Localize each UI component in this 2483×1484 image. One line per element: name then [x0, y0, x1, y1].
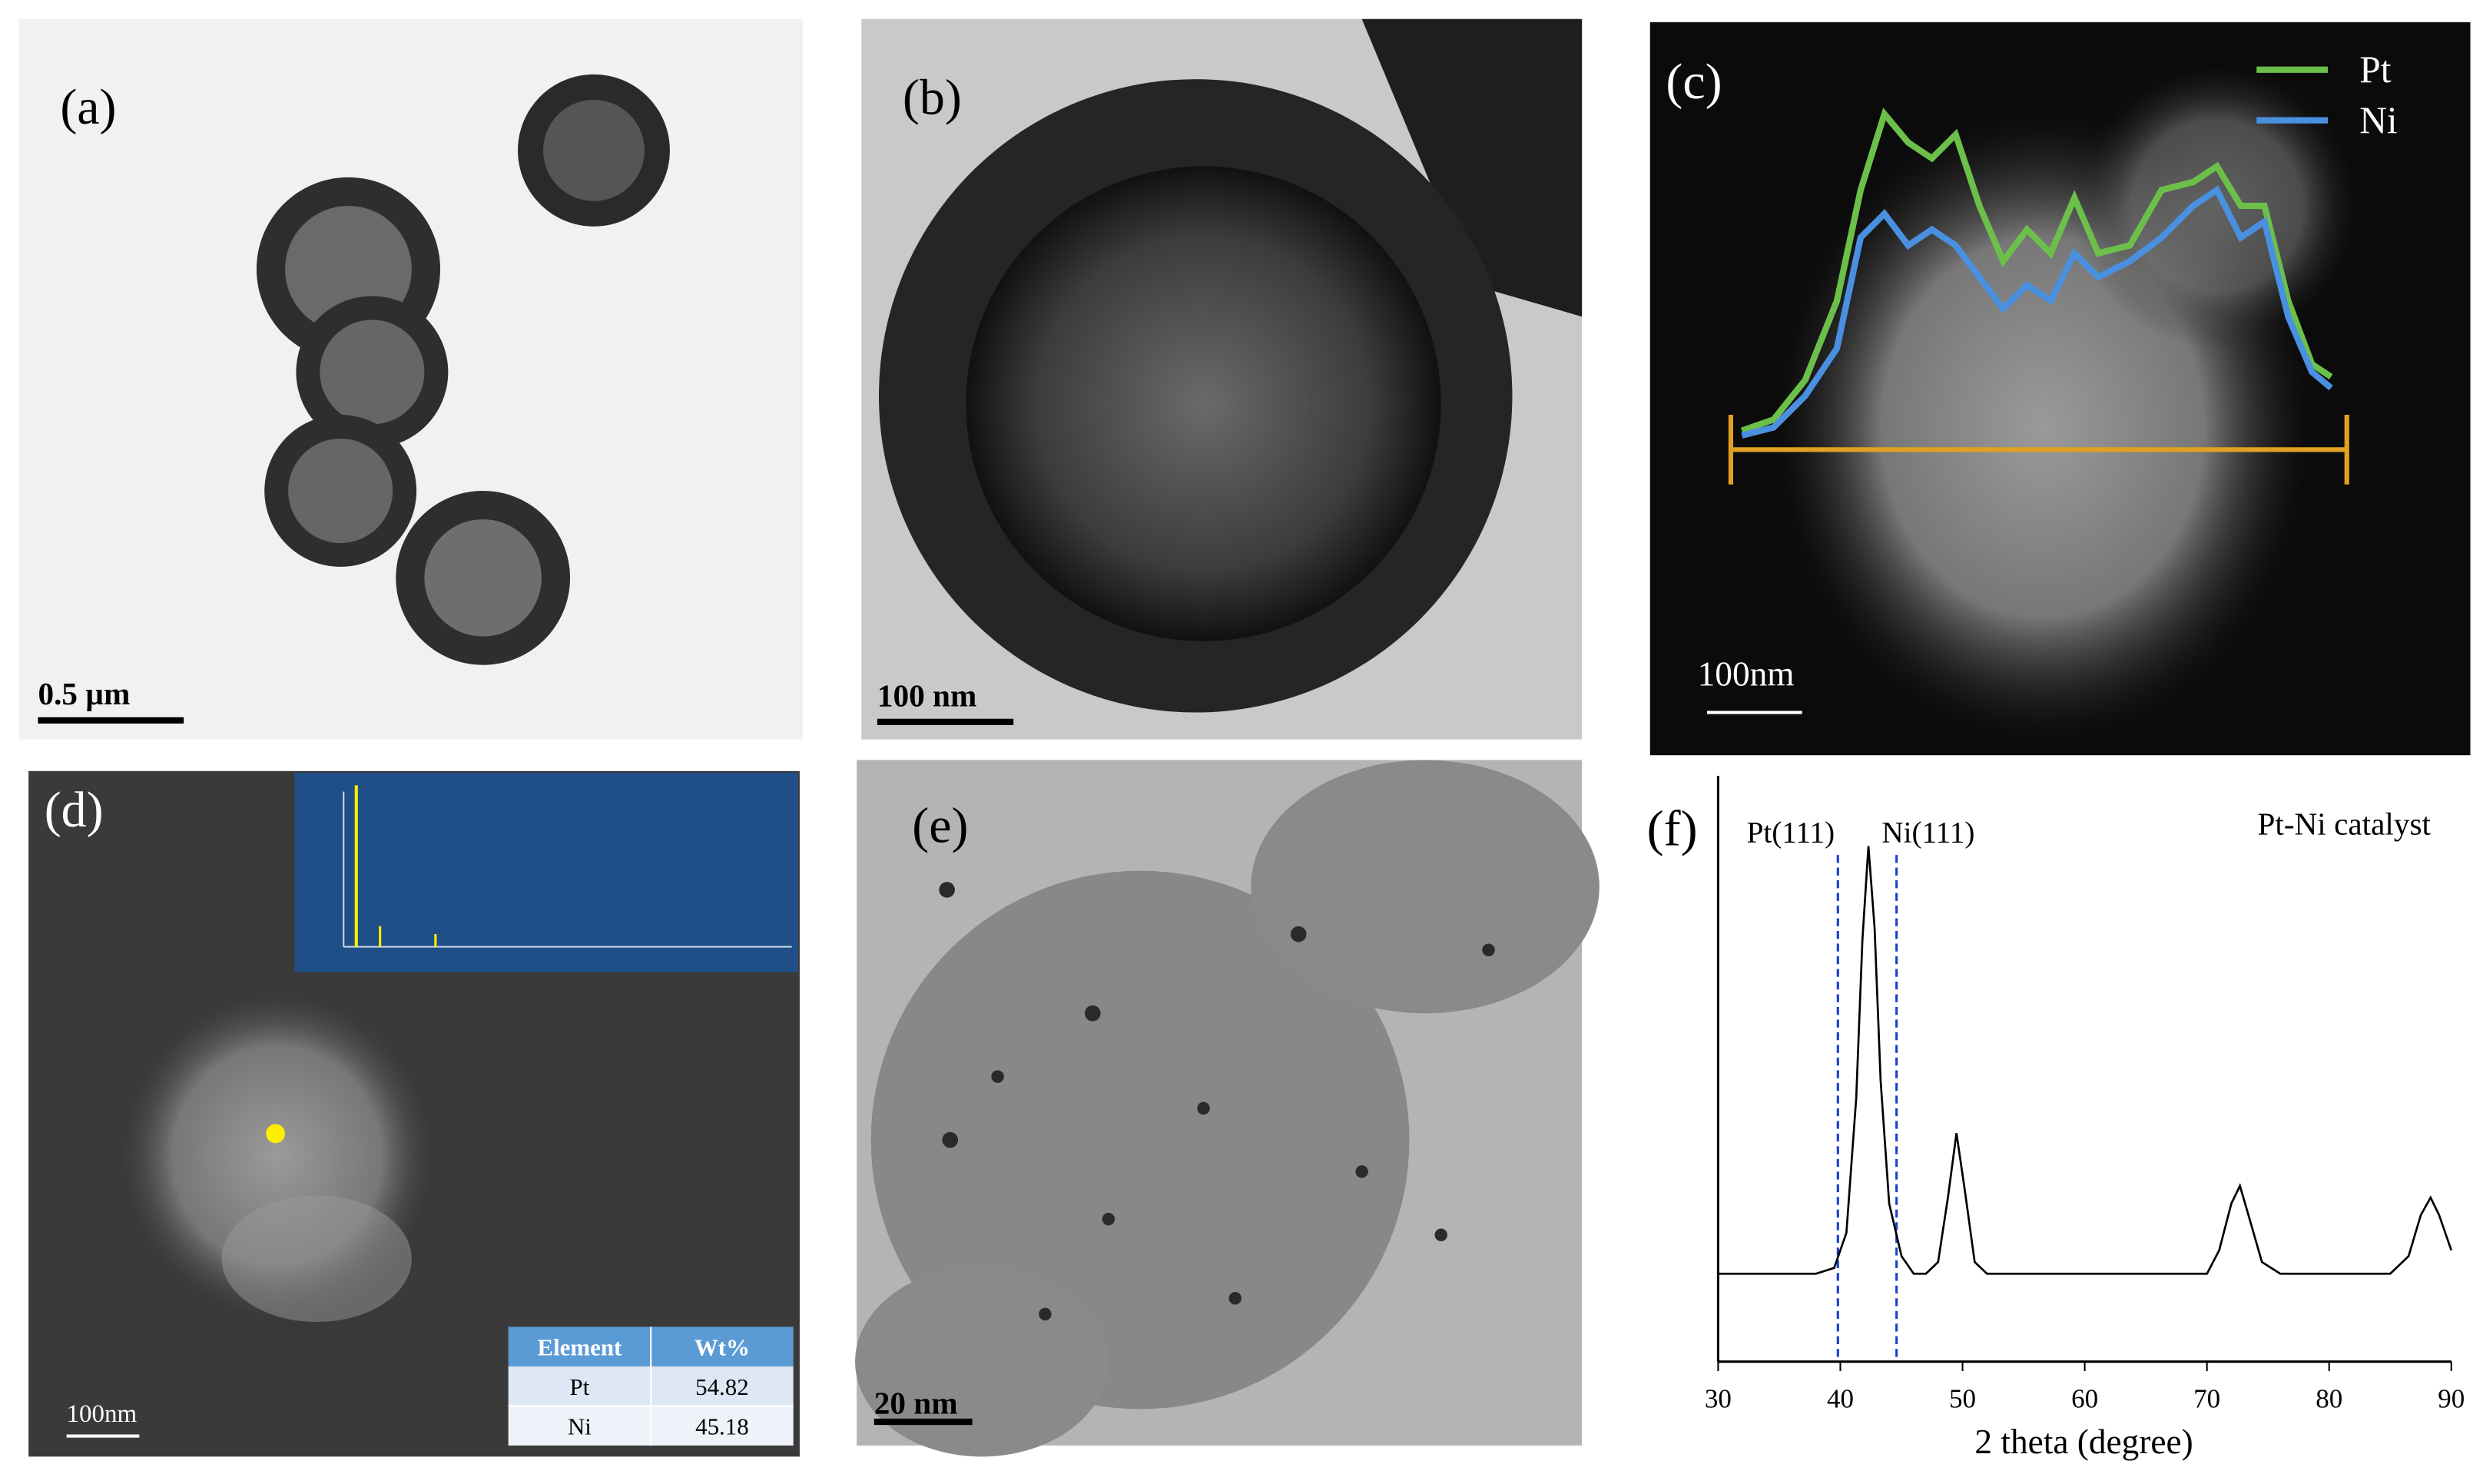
table-cell: Ni: [568, 1413, 592, 1439]
xrd-curve: [1718, 846, 2453, 1275]
legend-label: Pt: [2359, 48, 2392, 91]
table-header: Wt%: [695, 1333, 750, 1360]
annotation: Pt-Ni catalyst: [2257, 806, 2431, 841]
table-cell: 54.82: [695, 1373, 749, 1400]
x-axis-label: 2 theta (degree): [1974, 1423, 2193, 1461]
panel-label: (a): [60, 79, 116, 135]
scale-bar-label: 100 nm: [877, 677, 976, 713]
panel-label: (c): [1666, 54, 1722, 110]
panel-b: (b) 100 nm: [861, 18, 1583, 740]
panel-label: (f): [1647, 801, 1698, 857]
panel-c: Pt Ni (c) 100nm: [1649, 22, 2471, 756]
table-cell: Pt: [570, 1373, 590, 1400]
panel-e: (e) 20 nm: [855, 760, 1600, 1457]
scale-bar-label: 100nm: [67, 1400, 138, 1428]
panel-label: (b): [903, 69, 962, 125]
panel-label: (d): [45, 782, 104, 838]
panel-d: (d) 100nm Element Wt% Pt 54.82 Ni 45.18: [28, 770, 800, 1457]
scale-bar-label: 0.5 µm: [38, 676, 130, 711]
scale-bar-label: 100nm: [1698, 655, 1795, 694]
x-tick-label: 40: [1827, 1383, 1854, 1413]
x-tick-label: 80: [2316, 1383, 2342, 1413]
x-tick-label: 30: [1705, 1383, 1732, 1413]
reference-label: Pt(111): [1747, 817, 1835, 850]
legend-label: Ni: [2359, 99, 2397, 141]
scale-bar-label: 20 nm: [874, 1386, 958, 1421]
panel-a: (a) 0.5 µm: [18, 18, 804, 740]
x-tick-label: 60: [2071, 1383, 2098, 1413]
panel-f: (f) Pt-Ni catalyst 2 theta (degree) 30 40…: [1647, 776, 2465, 1461]
panel-label: (e): [912, 798, 968, 854]
x-tick-label: 50: [1949, 1383, 1976, 1413]
reference-label: Ni(111): [1881, 817, 1974, 850]
x-tick-label: 90: [2438, 1383, 2465, 1413]
table-header: Element: [537, 1333, 622, 1360]
x-tick-label: 70: [2193, 1383, 2220, 1413]
table-cell: 45.18: [695, 1413, 749, 1439]
